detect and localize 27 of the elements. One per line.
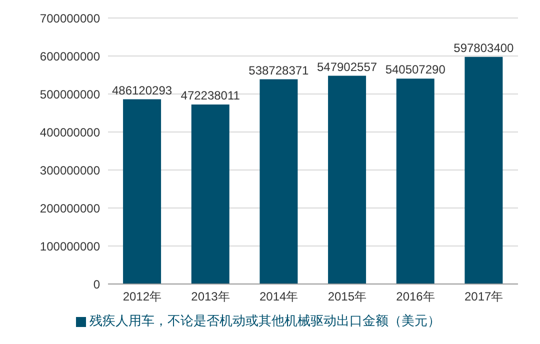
y-tick-label: 700000000 [40, 11, 100, 26]
data-label: 547902557 [316, 60, 378, 74]
y-tick-label: 300000000 [40, 163, 100, 178]
x-tick-label: 2017年 [464, 290, 504, 304]
data-label: 472238011 [180, 88, 240, 103]
x-tick-label: 2012年 [122, 290, 162, 304]
bar [123, 99, 162, 284]
y-tick-label: 400000000 [40, 125, 100, 140]
data-label: 538728371 [248, 63, 310, 78]
x-tick-label: 2013年 [191, 290, 230, 304]
x-tick-label: 2015年 [328, 290, 367, 304]
bar [260, 79, 298, 284]
data-label: 540507290 [385, 62, 446, 77]
data-label: 597803400 [454, 40, 514, 55]
bar [191, 104, 230, 284]
bar [328, 76, 366, 284]
y-tick-label: 600000000 [40, 49, 100, 64]
y-tick-label: 0 [93, 277, 100, 292]
y-tick-label: 500000000 [40, 87, 100, 102]
data-label: 486120293 [112, 83, 172, 98]
bar [396, 78, 434, 284]
x-tick-label: 2014年 [259, 290, 298, 304]
y-tick-label: 200000000 [40, 201, 100, 216]
bar [464, 56, 503, 284]
y-tick-label: 100000000 [40, 239, 100, 254]
x-tick-label: 2016年 [396, 290, 435, 304]
legend-label: 残疾人用车，不论是否机动或其他机械驱动出口金额（美元） [90, 313, 440, 328]
